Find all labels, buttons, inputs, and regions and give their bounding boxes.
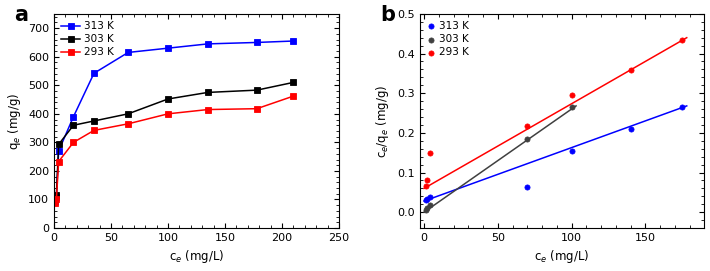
313 K: [566, 149, 577, 153]
313 K: [69, 115, 77, 118]
313 K: [677, 105, 688, 109]
Line: 293 K: 293 K: [52, 93, 296, 205]
Line: 303 K: 303 K: [52, 80, 296, 200]
293 K: [421, 178, 432, 183]
313 K: [289, 39, 297, 43]
293 K: [50, 201, 59, 205]
303 K: [522, 137, 533, 141]
293 K: [566, 93, 577, 97]
303 K: [289, 81, 297, 84]
Text: a: a: [14, 5, 28, 25]
303 K: [52, 193, 60, 197]
293 K: [253, 107, 261, 110]
313 K: [50, 199, 59, 202]
313 K: [253, 41, 261, 44]
293 K: [69, 141, 77, 144]
303 K: [420, 208, 431, 212]
293 K: [164, 112, 173, 115]
303 K: [425, 203, 436, 207]
293 K: [289, 95, 297, 98]
Text: b: b: [380, 5, 395, 25]
303 K: [204, 91, 212, 94]
Line: 313 K: 313 K: [52, 38, 296, 204]
303 K: [566, 105, 577, 109]
313 K: [420, 198, 431, 202]
313 K: [421, 197, 432, 202]
303 K: [89, 119, 98, 122]
Y-axis label: c$_e$/q$_e$ (mg/g): c$_e$/q$_e$ (mg/g): [374, 84, 391, 157]
293 K: [677, 37, 688, 42]
293 K: [52, 198, 60, 201]
X-axis label: c$_e$ (mg/L): c$_e$ (mg/L): [535, 249, 590, 265]
Legend: 313 K, 303 K, 293 K: 313 K, 303 K, 293 K: [60, 19, 116, 60]
313 K: [124, 51, 132, 54]
293 K: [204, 108, 212, 111]
313 K: [625, 127, 636, 131]
293 K: [420, 184, 431, 189]
293 K: [425, 151, 436, 156]
313 K: [204, 42, 212, 46]
293 K: [55, 160, 63, 163]
293 K: [625, 68, 636, 72]
313 K: [55, 149, 63, 153]
Y-axis label: q$_e$ (mg/g): q$_e$ (mg/g): [6, 92, 23, 150]
Legend: 313 K, 303 K, 293 K: 313 K, 303 K, 293 K: [425, 19, 471, 60]
293 K: [89, 129, 98, 132]
303 K: [164, 97, 173, 101]
293 K: [522, 124, 533, 128]
303 K: [55, 143, 63, 146]
303 K: [124, 112, 132, 115]
313 K: [52, 196, 60, 199]
293 K: [124, 122, 132, 125]
303 K: [50, 196, 59, 199]
313 K: [164, 47, 173, 50]
X-axis label: c$_e$ (mg/L): c$_e$ (mg/L): [169, 249, 224, 265]
303 K: [253, 89, 261, 92]
303 K: [421, 206, 432, 210]
303 K: [69, 124, 77, 127]
313 K: [89, 72, 98, 75]
313 K: [425, 195, 436, 199]
313 K: [522, 185, 533, 189]
